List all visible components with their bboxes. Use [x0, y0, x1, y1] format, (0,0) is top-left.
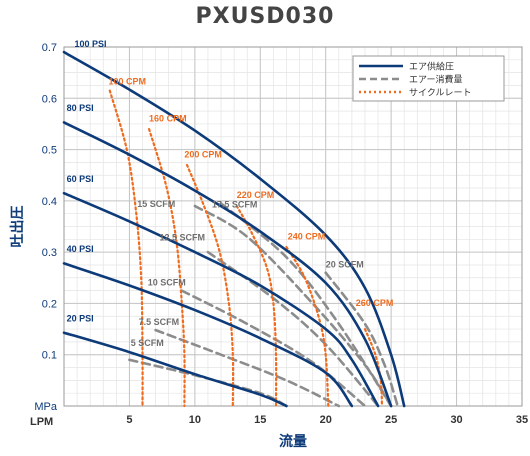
x-axis-label: 流量 — [279, 433, 307, 450]
series-15-scfm — [193, 204, 393, 408]
label-200-cpm: 200 CPM — [184, 149, 222, 159]
label-100-psi: 100 PSI — [74, 39, 106, 49]
y-unit-label: MPa — [34, 401, 58, 413]
series-260-cpm — [363, 328, 384, 408]
legend-box — [352, 55, 505, 102]
series-100-psi — [62, 50, 406, 408]
series-240-cpm — [285, 245, 330, 408]
label-20-psi: 20 PSI — [67, 313, 94, 323]
label-17-5-scfm: 17.5 SCFM — [212, 200, 258, 210]
label-260-cpm: 260 CPM — [356, 298, 394, 308]
series-10-scfm — [180, 289, 367, 408]
label-220-cpm: 220 CPM — [237, 190, 275, 200]
label-60-psi: 60 PSI — [67, 174, 94, 184]
series-160-cpm — [148, 128, 186, 408]
x-tick-label: 15 — [254, 414, 266, 426]
series-80-psi — [62, 121, 393, 408]
label-20-scfm: 20 SCFM — [326, 260, 364, 270]
y-tick-label: 0.5 — [42, 145, 57, 157]
x-tick-label: 10 — [189, 414, 201, 426]
series-220-cpm — [235, 204, 278, 408]
series-100-cpm — [108, 89, 144, 408]
label-160-cpm: 160 CPM — [149, 113, 187, 123]
y-axis-label: 吐出圧 — [9, 206, 26, 248]
tick-labels: 0.1 0.2 0.3 0.4 0.5 0.6 0.7 5 10 15 20 25 30 35 — [42, 42, 528, 426]
x-tick-label: 25 — [385, 414, 397, 426]
label-100-cpm: 100 CPM — [108, 76, 146, 86]
series-12-5-scfm — [206, 250, 380, 408]
label-240-cpm: 240 CPM — [288, 231, 326, 241]
label-80-psi: 80 PSI — [67, 103, 94, 113]
chart-title: PXUSD030 — [195, 4, 335, 29]
x-unit-label: LPM — [30, 416, 53, 428]
series-20-psi — [62, 331, 288, 408]
y-tick-label: 0.6 — [42, 93, 57, 105]
y-tick-label: 0.2 — [42, 298, 57, 310]
series-60-psi — [62, 191, 380, 408]
series-lines — [62, 50, 406, 408]
label-7-5-scfm: 7.5 SCFM — [139, 317, 180, 327]
label-5-scfm: 5 SCFM — [131, 338, 164, 348]
x-tick-label: 30 — [450, 414, 462, 426]
label-40-psi: 40 PSI — [67, 244, 94, 254]
label-12-5-scfm: 12.5 SCFM — [160, 232, 206, 242]
x-tick-label: 20 — [320, 414, 332, 426]
series-17-5-scfm — [219, 202, 393, 408]
legend-entry: サイクルレート — [409, 88, 472, 99]
y-tick-label: 0.3 — [42, 247, 57, 259]
series-20-scfm — [324, 271, 399, 408]
label-10-scfm: 10 SCFM — [148, 277, 186, 287]
y-tick-label: 0.4 — [42, 196, 57, 208]
y-tick-label: 0.1 — [42, 350, 57, 362]
x-tick-label: 35 — [516, 414, 528, 426]
series-200-cpm — [185, 163, 235, 408]
legend-entry: エアー消費量 — [409, 74, 462, 86]
legend-entry: エア供給圧 — [409, 61, 454, 73]
series-40-psi — [62, 262, 354, 408]
x-tick-label: 5 — [126, 414, 132, 426]
series-labels: 100 PSI 80 PSI 60 PSI 40 PSI 20 PSI 100 CPM 16… — [67, 39, 394, 348]
label-15-scfm: 15 SCFM — [137, 199, 175, 209]
plot-frame — [63, 46, 523, 407]
y-tick-label: 0.7 — [42, 42, 57, 54]
